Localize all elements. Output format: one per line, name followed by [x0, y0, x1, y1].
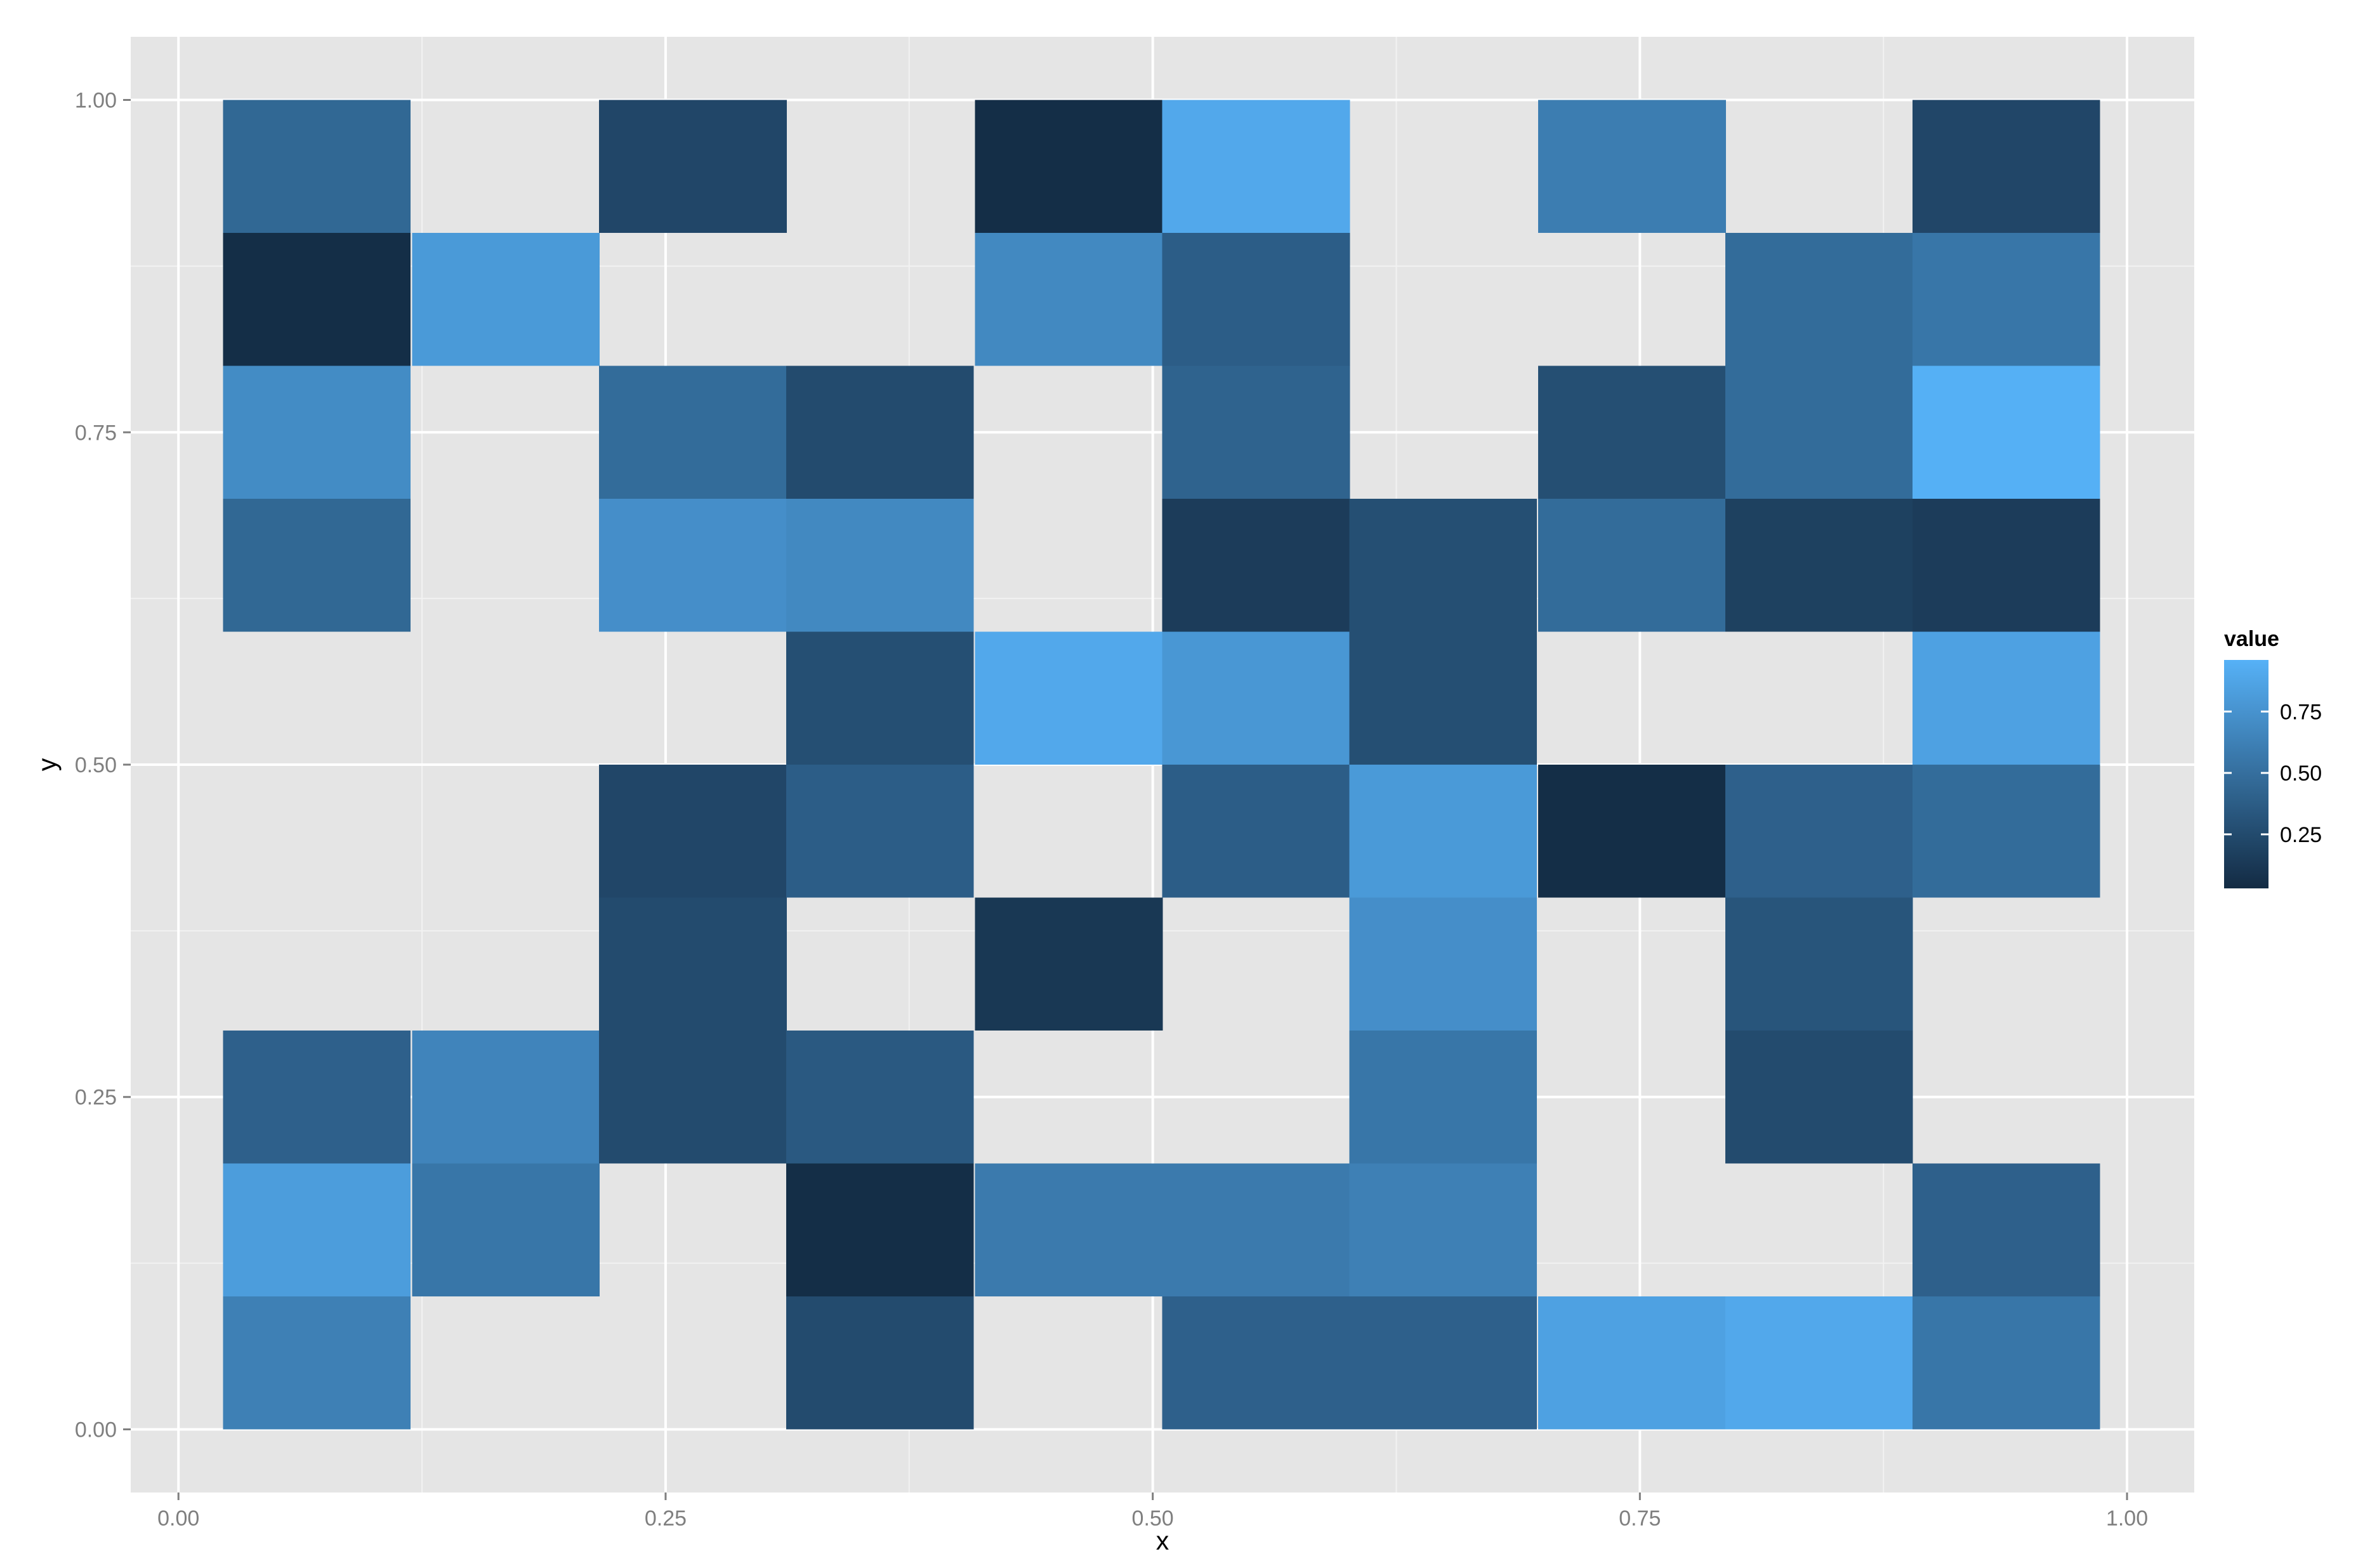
heatmap-tile [223, 1163, 411, 1296]
heatmap-tile [1725, 366, 1913, 499]
heatmap-tile [1349, 765, 1537, 898]
heatmap-tiles [223, 100, 2100, 1430]
heatmap-tile [1725, 1296, 1913, 1430]
heatmap-tile [786, 366, 974, 499]
heatmap-tile [1912, 366, 2100, 499]
heatmap-tile [1912, 765, 2100, 898]
heatmap-tile [1538, 765, 1726, 898]
y-tick-label: 0.00 [75, 1418, 117, 1442]
heatmap-tile [1725, 765, 1913, 898]
legend: value 0.25 0.50 0.75 [2224, 627, 2322, 888]
x-tick-label: 1.00 [2106, 1506, 2148, 1531]
legend-tick-label: 0.25 [2280, 823, 2322, 847]
heatmap-tile [1538, 1296, 1726, 1430]
heatmap-tile [1349, 897, 1537, 1031]
heatmap-tile [1912, 100, 2100, 234]
heatmap-tile [1162, 1296, 1350, 1430]
y-tick-label: 0.50 [75, 753, 117, 777]
legend-tick-label: 0.50 [2280, 761, 2322, 786]
x-tick-label: 0.75 [1619, 1506, 1661, 1531]
heatmap-tile [599, 1030, 787, 1164]
heatmap-tile [223, 1296, 411, 1430]
heatmap-tile [1538, 499, 1726, 632]
heatmap-tile [1349, 499, 1537, 632]
heatmap-tile [223, 233, 411, 366]
x-tick-label: 0.25 [645, 1506, 687, 1531]
heatmap-tile [975, 100, 1163, 234]
heatmap-tile [1538, 100, 1726, 234]
heatmap-tile [599, 897, 787, 1031]
heatmap-tile [1538, 366, 1726, 499]
axis-ticks [123, 99, 2128, 1500]
heatmap-tile [1912, 1163, 2100, 1296]
legend-ticks: 0.25 0.50 0.75 [2224, 700, 2322, 847]
heatmap-tile [975, 897, 1163, 1031]
heatmap-tile [1162, 1163, 1350, 1296]
heatmap-tile [1162, 765, 1350, 898]
legend-title: value [2224, 627, 2279, 651]
heatmap-tile [786, 1030, 974, 1164]
heatmap-tile [599, 765, 787, 898]
heatmap-tile [599, 499, 787, 632]
heatmap-tile [1162, 233, 1350, 366]
heatmap-tile [1725, 897, 1913, 1031]
heatmap-tile [223, 366, 411, 499]
heatmap-tile [1725, 233, 1913, 366]
heatmap-tile [786, 1163, 974, 1296]
heatmap-tile [1162, 100, 1350, 234]
x-axis-title: x [1156, 1526, 1169, 1555]
y-axis-title: y [32, 758, 62, 771]
heatmap-tile [1349, 1296, 1537, 1430]
y-tick-label: 1.00 [75, 89, 117, 113]
heatmap-tile [1912, 1296, 2100, 1430]
heatmap-tile [1349, 1030, 1537, 1164]
heatmap-tile [1725, 1030, 1913, 1164]
heatmap-tile [786, 499, 974, 632]
heatmap-tile [599, 100, 787, 234]
heatmap-tile [1912, 631, 2100, 765]
heatmap-tile [1912, 499, 2100, 632]
heatmap-tile [975, 1163, 1163, 1296]
heatmap-tile [1349, 631, 1537, 765]
heatmap-tile [223, 1030, 411, 1164]
legend-colorbar [2224, 660, 2268, 888]
y-axis-tick-labels: 0.00 0.25 0.50 0.75 1.00 [75, 89, 117, 1442]
heatmap-tile [223, 499, 411, 632]
heatmap-tile [975, 233, 1163, 366]
heatmap-tile [786, 631, 974, 765]
x-axis-tick-labels: 0.00 0.25 0.50 0.75 1.00 [157, 1506, 2148, 1531]
heatmap-tile [223, 100, 411, 234]
heatmap-tile [975, 631, 1163, 765]
heatmap-tile [1349, 1163, 1537, 1296]
heatmap-tile [599, 366, 787, 499]
heatmap-tile [786, 765, 974, 898]
heatmap-tile [1912, 233, 2100, 366]
heatmap-tile [1162, 366, 1350, 499]
legend-tick-label: 0.75 [2280, 700, 2322, 724]
heatmap-tile [1162, 499, 1350, 632]
heatmap-tile [1162, 631, 1350, 765]
x-tick-label: 0.50 [1132, 1506, 1174, 1531]
heatmap-tile [1725, 499, 1913, 632]
heatmap-tile [412, 233, 600, 366]
y-tick-label: 0.25 [75, 1086, 117, 1110]
x-tick-label: 0.00 [157, 1506, 199, 1531]
y-tick-label: 0.75 [75, 421, 117, 445]
heatmap-tile [412, 1030, 600, 1164]
heatmap-tile [412, 1163, 600, 1296]
heatmap-tile [786, 1296, 974, 1430]
